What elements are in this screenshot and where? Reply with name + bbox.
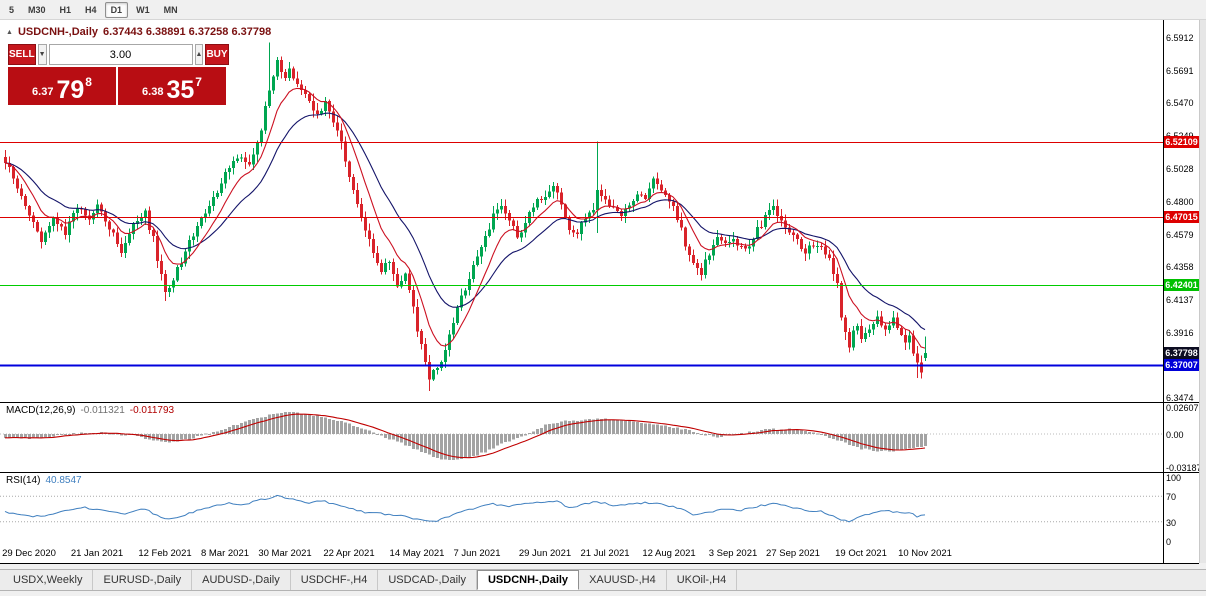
date-tick-label: 12 Feb 2021	[138, 548, 192, 559]
macd-tick-label: 0.00	[1166, 430, 1184, 441]
price-tick-label: 6.5028	[1166, 163, 1194, 174]
volume-down-icon[interactable]: ▼	[37, 44, 47, 65]
chart-title: ▲ USDCNH-,Daily 6.37443 6.38891 6.37258 …	[6, 26, 271, 38]
rsi-canvas[interactable]	[0, 472, 1163, 545]
pane-separator[interactable]	[0, 472, 1199, 473]
sell-price-pip: 8	[85, 75, 92, 89]
macd-tick-label: 0.02607	[1166, 402, 1199, 413]
date-tick-label: 29 Dec 2020	[2, 548, 56, 559]
chart-tab-bar: USDX,Weekly EURUSD-,Daily AUDUSD-,Daily USD…	[0, 569, 1206, 591]
date-tick-label: 30 Mar 2021	[258, 548, 312, 559]
timeframe-button-m30[interactable]: M30	[28, 4, 46, 15]
sell-button[interactable]: SELL	[8, 44, 36, 65]
date-axis[interactable]: 29 Dec 2020 21 Jan 2021 12 Feb 2021 8 Mar 2…	[0, 545, 1163, 563]
sell-price-big: 79	[56, 76, 85, 104]
date-tick-label: 29 Jun 2021	[518, 548, 572, 559]
macd-indicator-pane: MACD(12,26,9) -0.011321 -0.011793	[0, 402, 1163, 472]
price-level-badge: 6.37798	[1164, 347, 1199, 359]
chart-ohlc-values: 6.37443 6.38891 6.37258 6.37798	[103, 26, 272, 38]
timeframe-button-h4[interactable]: H4	[85, 4, 97, 15]
macd-canvas[interactable]	[0, 402, 1163, 472]
timeframe-button-h1[interactable]: H1	[59, 4, 72, 15]
rsi-tick-label: 100	[1166, 473, 1182, 483]
price-tick-label: 6.4358	[1166, 262, 1194, 273]
date-tick-label: 10 Nov 2021	[898, 548, 952, 559]
sell-price-button[interactable]: 6.37 79 8	[8, 67, 116, 105]
rsi-tick-label: 70	[1166, 492, 1177, 503]
vertical-scrollbar[interactable]	[1199, 20, 1206, 563]
tab-ukoil-h4[interactable]: UKOil-,H4	[667, 570, 738, 590]
date-tick-label: 14 May 2021	[389, 548, 445, 559]
price-tick-label: 6.4800	[1166, 197, 1194, 208]
price-axis[interactable]: 6.5912 6.5691 6.5470 6.5249 6.5028 6.4800 6.45…	[1164, 20, 1202, 563]
price-level-badge: 6.42401	[1164, 279, 1199, 291]
collapse-icon[interactable]: ▲	[6, 28, 13, 36]
tab-usdcnh-daily[interactable]: USDCNH-,Daily	[476, 570, 580, 590]
date-tick-label: 27 Sep 2021	[766, 548, 820, 559]
buy-button[interactable]: BUY	[205, 44, 229, 65]
volume-up-icon[interactable]: ▲	[194, 44, 204, 65]
timeframe-button-5[interactable]: 5	[9, 4, 15, 15]
pane-separator[interactable]	[0, 402, 1199, 403]
tab-audusd-daily[interactable]: AUDUSD-,Daily	[192, 570, 291, 590]
date-tick-label: 8 Mar 2021	[200, 548, 250, 559]
price-level-badge: 6.52109	[1164, 136, 1199, 148]
tab-xauusd-h4[interactable]: XAUUSD-,H4	[579, 570, 667, 590]
buy-price-button[interactable]: 6.38 35 7	[118, 67, 226, 105]
timeframe-button-mn[interactable]: MN	[163, 4, 178, 15]
date-tick-label: 21 Jul 2021	[580, 548, 630, 559]
tab-usdx-weekly[interactable]: USDX,Weekly	[3, 570, 94, 590]
sell-price-prefix: 6.37	[32, 86, 54, 98]
macd-tick-label: -0.03187	[1166, 463, 1202, 474]
timeframe-toolbar: 5 M30 H1 H4 D1 W1 MN	[0, 0, 1206, 20]
tab-eurusd-daily[interactable]: EURUSD-,Daily	[93, 570, 193, 590]
price-tick-label: 6.5249	[1166, 131, 1199, 141]
price-tick-label: 6.5691	[1166, 65, 1194, 76]
price-tick-label: 6.3916	[1166, 327, 1194, 338]
timeframe-button-w1[interactable]: W1	[136, 4, 150, 15]
one-click-trade-panel: SELL ▼ ▲ BUY 6.37 79 8 6.38 35 7	[8, 44, 229, 105]
date-tick-label: 3 Sep 2021	[708, 548, 758, 559]
price-level-badge: 6.47015	[1164, 211, 1199, 223]
rsi-indicator-pane: RSI(14) 40.8547	[0, 472, 1163, 545]
rsi-label: RSI(14) 40.8547	[6, 475, 82, 486]
axis-divider	[1163, 20, 1164, 563]
date-tick-label: 12 Aug 2021	[642, 548, 696, 559]
pane-separator	[0, 563, 1199, 564]
price-tick-label: 6.5912	[1166, 33, 1194, 43]
price-chart-canvas[interactable]	[0, 20, 1163, 402]
tab-usdcad-daily[interactable]: USDCAD-,Daily	[378, 570, 477, 590]
volume-input[interactable]	[48, 44, 193, 65]
chart-symbol-label: USDCNH-,Daily	[17, 26, 99, 38]
price-tick-label: 6.4137	[1166, 295, 1194, 306]
price-level-badge: 6.37007	[1164, 359, 1199, 371]
rsi-tick-label: 0	[1166, 537, 1172, 547]
buy-price-big: 35	[166, 76, 195, 104]
date-tick-label: 7 Jun 2021	[453, 548, 501, 559]
date-tick-label: 21 Jan 2021	[70, 548, 124, 559]
macd-label: MACD(12,26,9) -0.011321 -0.011793	[6, 405, 175, 416]
date-tick-label: 19 Oct 2021	[835, 548, 887, 559]
buy-price-pip: 7	[195, 75, 202, 89]
price-tick-label: 6.3474	[1166, 393, 1194, 404]
buy-price-prefix: 6.38	[142, 86, 164, 98]
price-tick-label: 6.4579	[1166, 229, 1194, 240]
price-tick-label: 6.5470	[1166, 98, 1194, 109]
tab-usdchf-h4[interactable]: USDCHF-,H4	[291, 570, 379, 590]
rsi-tick-label: 30	[1166, 517, 1177, 528]
timeframe-button-d1[interactable]: D1	[104, 1, 129, 18]
date-tick-label: 22 Apr 2021	[323, 548, 375, 559]
